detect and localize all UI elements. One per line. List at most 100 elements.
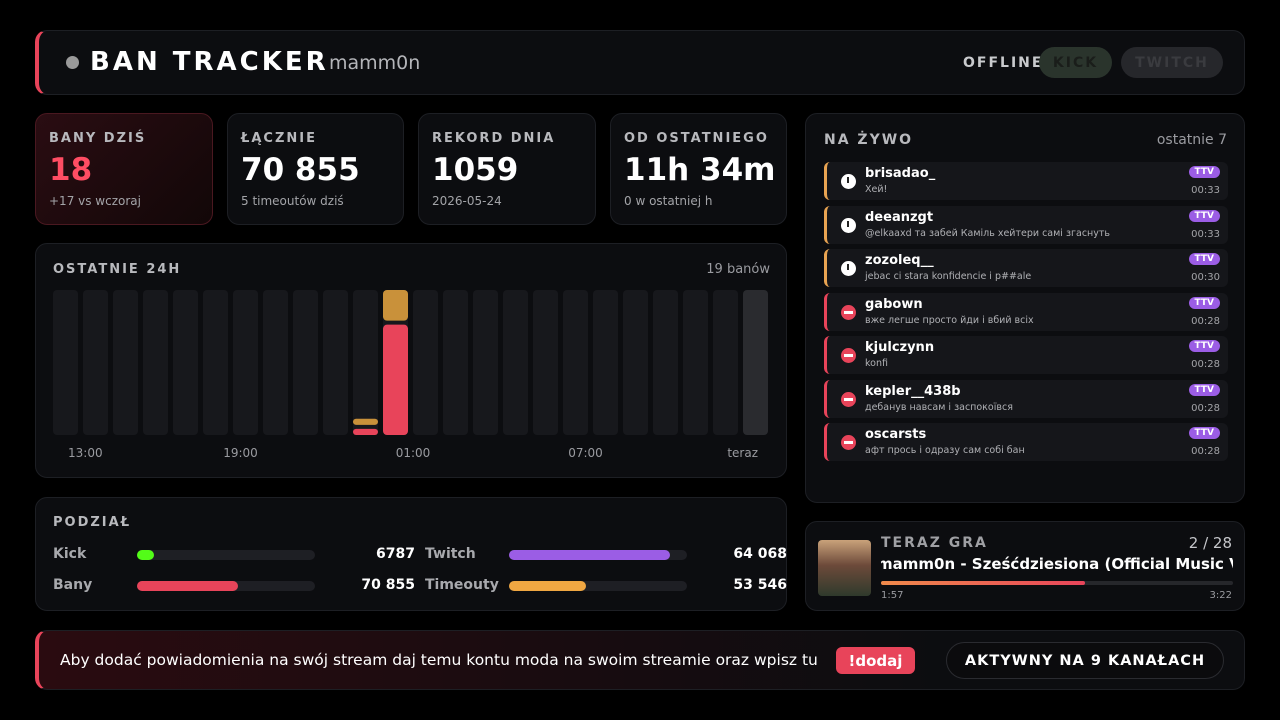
live-title: NA ŻYWO <box>824 132 914 148</box>
feed-time: 00:28 <box>1191 359 1220 370</box>
bar-track <box>683 290 708 435</box>
x-tick-label: 07:00 <box>568 446 603 460</box>
feed-time: 00:33 <box>1191 228 1220 240</box>
feed-message: дебанув навсам і заспокоївся <box>865 401 1013 413</box>
feed-time: 00:28 <box>1191 402 1220 414</box>
feed-user: kjulczynn <box>865 340 935 355</box>
feed-icon <box>841 435 856 450</box>
feed-icon-mark <box>847 220 849 227</box>
bar-track <box>143 290 168 435</box>
bar-track <box>293 290 318 435</box>
x-tick-label: 01:00 <box>396 446 431 460</box>
feed-icon <box>841 391 856 407</box>
feed-user: zozoleq__ <box>865 253 934 268</box>
feed-user: gabown <box>865 296 923 312</box>
feed-item: zozoleq__jebac ci stara konfidencie i p#… <box>824 249 1228 287</box>
feed-badge: TTV <box>1188 427 1220 439</box>
bar-segment <box>353 428 378 435</box>
feed-item: oscarsts афт прось і одразу сам собі бан T… <box>824 423 1228 461</box>
kick-button[interactable]: KICK <box>1039 47 1112 78</box>
x-tick-label: 19:00 <box>223 446 258 460</box>
feed-time: 00:30 <box>1191 272 1220 283</box>
progress-track <box>881 581 1233 585</box>
bar-segment <box>383 290 408 321</box>
breakdown-bar <box>137 550 155 560</box>
feed-user: deeanzgt <box>865 209 934 225</box>
feed-icon-mark <box>844 397 853 401</box>
feed-icon <box>841 174 856 189</box>
breakdown-track <box>137 581 315 591</box>
bar-track <box>113 290 138 435</box>
bar-track <box>413 290 438 435</box>
song: mamm0n - Sześćdziesiona (Official Music … <box>881 555 1233 573</box>
feed-badge: TTV <box>1188 383 1220 396</box>
feed-badge: TTV <box>1188 166 1220 178</box>
command: !dodaj <box>836 647 915 674</box>
feed-item: gabown вже легше просто йди і вбий всіх TT… <box>824 292 1228 331</box>
stat-card: OD OSTATNIEGO 11h 34m 0 w ostatniej h <box>610 113 787 225</box>
np-title: TERAZ GRA <box>881 535 988 551</box>
bar-segment <box>383 324 408 435</box>
active-channels: AKTYWNY NA 9 KANAŁACH <box>946 642 1224 679</box>
feed-icon-mark <box>844 441 853 444</box>
x-tick-label: 13:00 <box>68 446 103 460</box>
feed-icon-mark <box>844 354 853 357</box>
chart-panel: OSTATNIE 24H 19 banów 13:00 19:00 01:00 07:… <box>35 243 787 478</box>
breakdown-value: 64 068 <box>733 546 787 562</box>
song-clip: mamm0n - Sześćdziesiona (Official Music … <box>881 555 1233 573</box>
feed-badge: TTV <box>1188 253 1220 265</box>
live-subtitle: ostatnie 7 <box>1156 132 1227 148</box>
bar-track <box>533 290 558 435</box>
feed-badge: TTV <box>1188 296 1220 309</box>
breakdown-track <box>509 581 687 591</box>
stat-value: 18 <box>49 152 93 188</box>
stat-sub: 5 timeoutów dziś <box>241 194 344 208</box>
feed-item: kepler__438b дебанув навсам і заспокоївся… <box>824 379 1228 418</box>
feed-user: oscarsts <box>865 427 927 442</box>
stat-label: BANY DZIŚ <box>49 131 147 146</box>
footer: Aby dodać powiadomienia na swój stream d… <box>35 630 1245 690</box>
elapsed: 1:57 <box>881 590 904 601</box>
stat-label: ŁĄCZNIE <box>241 131 317 146</box>
feed-badge: TTV <box>1188 340 1220 352</box>
feed-message: афт прось і одразу сам собі бан <box>865 445 1025 456</box>
x-tick-label: teraz <box>727 446 758 460</box>
live-panel: NA ŻYWO ostatnie 7 brisadao_ Хей! TTV 00:33… <box>805 113 1245 503</box>
bar-track <box>653 290 678 435</box>
chart: 13:00 19:00 01:00 07:00 teraz <box>53 290 768 460</box>
feed-item: kjulczynn konfi TTV 00:28 <box>824 336 1228 374</box>
bar-track <box>623 290 648 435</box>
breakdown-panel: PODZIAŁ Kick 6787 Twitch 64 068 Bany 70 855 Ti… <box>35 497 787 611</box>
stat-sub: +17 vs wczoraj <box>49 194 141 208</box>
stat-card: BANY DZIŚ 18 +17 vs wczoraj <box>35 113 213 225</box>
stat-sub: 0 w ostatniej h <box>624 194 713 208</box>
bar-track <box>713 290 738 435</box>
feed-message: jebac ci stara konfidencie i p##ale <box>865 271 1032 282</box>
now-playing: TERAZ GRA 2 / 28 mamm0n - Sześćdziesiona… <box>805 521 1245 611</box>
breakdown-title: PODZIAŁ <box>53 515 132 530</box>
feed-icon <box>841 304 856 320</box>
twitch-button[interactable]: TWITCH <box>1121 47 1223 78</box>
bar-track <box>203 290 228 435</box>
feed-icon-mark <box>847 177 849 183</box>
title: BAN TRACKER <box>90 47 329 77</box>
stat-value: 1059 <box>432 152 519 188</box>
breakdown-bar <box>509 550 670 560</box>
breakdown-label: Twitch <box>425 546 476 562</box>
feed-time: 00:33 <box>1191 185 1220 196</box>
stat-card: REKORD DNIA 1059 2026-05-24 <box>418 113 596 225</box>
bar-track <box>263 290 288 435</box>
bar-track <box>323 290 348 435</box>
stat-card: ŁĄCZNIE 70 855 5 timeoutów dziś <box>227 113 404 225</box>
feed-item: brisadao_ Хей! TTV 00:33 <box>824 162 1228 200</box>
bar-track <box>83 290 108 435</box>
feed-icon-mark <box>844 310 853 314</box>
feed-message: Хей! <box>865 184 888 195</box>
feed-message: вже легше просто йди і вбий всіх <box>865 314 1034 326</box>
footer-text: Aby dodać powiadomienia na swój stream d… <box>60 651 818 669</box>
breakdown-label: Timeouty <box>425 577 499 593</box>
chart-title: OSTATNIE 24H <box>53 262 182 277</box>
feed-item: deeanzgt @elkaaxd та забей Каміль хейтери… <box>824 205 1228 244</box>
feed-time: 00:28 <box>1191 315 1220 327</box>
